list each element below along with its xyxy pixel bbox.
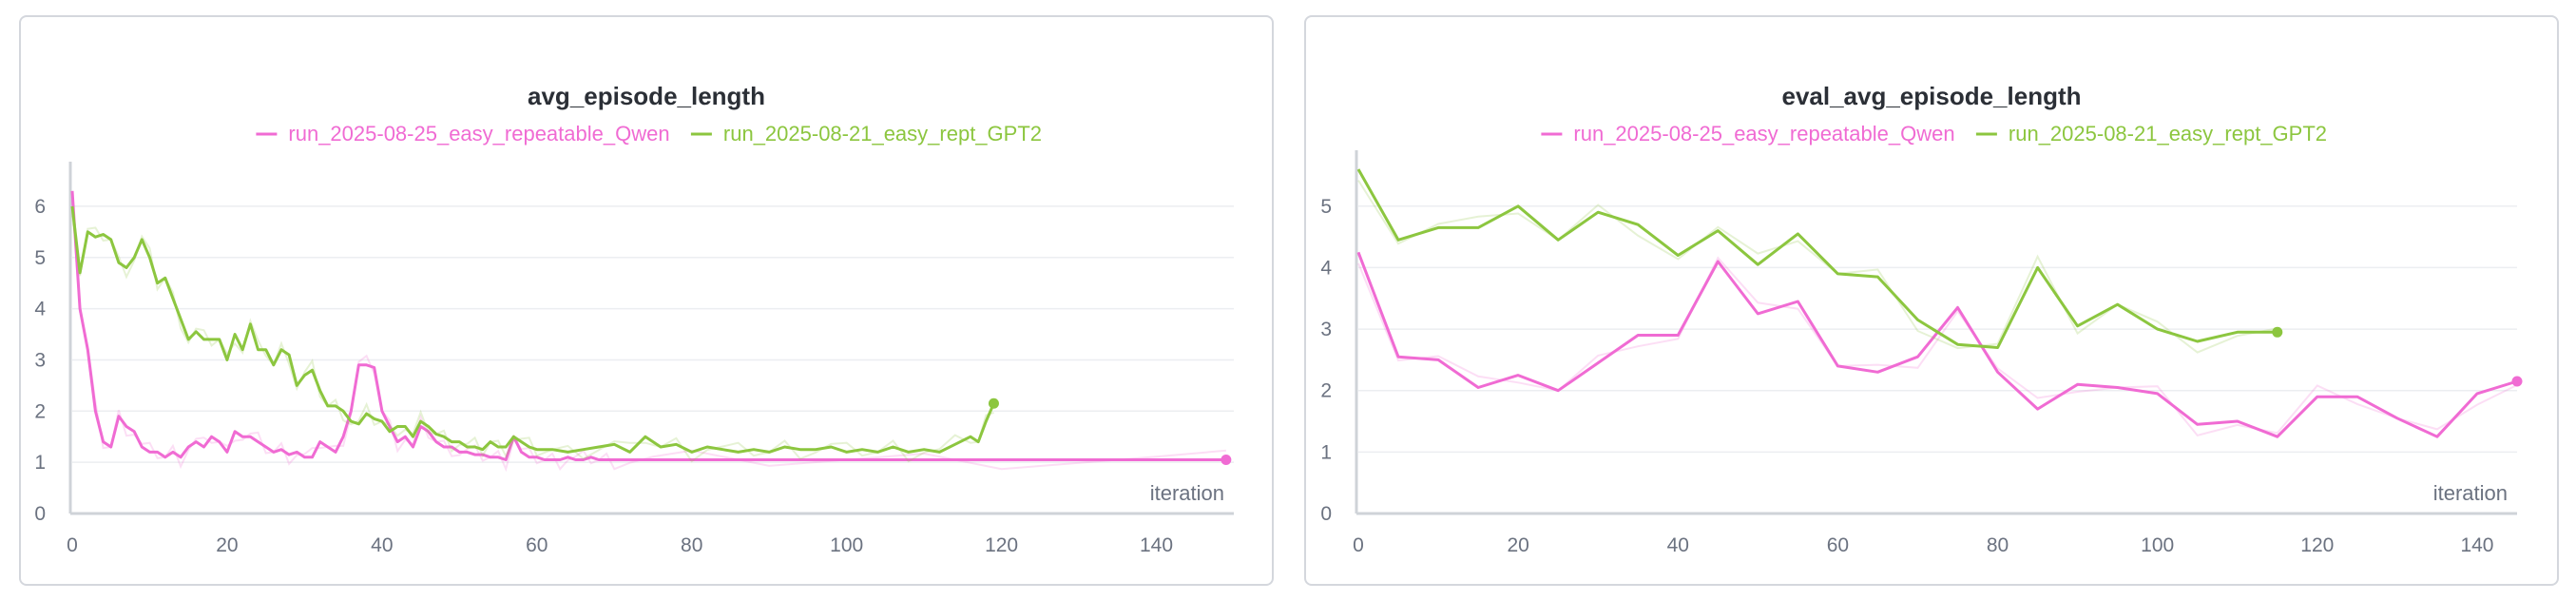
y-tick-label: 0	[34, 503, 46, 525]
y-tick-label: 1	[1320, 441, 1332, 463]
x-tick-label: 80	[1987, 534, 2009, 556]
legend-item-run-2025-08-25-easy-repeatable-qwen: run_2025-08-25_easy_repeatable_Qwen	[1541, 122, 1955, 145]
y-tick-label: 5	[34, 247, 46, 269]
x-tick-label: 60	[1827, 534, 1849, 556]
legend: run_2025-08-25_easy_repeatable_Qwen run_2…	[256, 122, 1042, 145]
legend-label: run_2025-08-25_easy_repeatable_Qwen	[1573, 122, 1954, 145]
legend-label: run_2025-08-21_easy_rept_GPT2	[723, 122, 1042, 145]
series-endpoint-run-2025-08-25-easy-repeatable-qwen	[2511, 376, 2523, 387]
x-tick-label: 120	[985, 534, 1018, 556]
x-tick-label: 120	[2300, 534, 2334, 556]
y-tick-label: 6	[34, 196, 46, 218]
y-tick-label: 4	[34, 299, 46, 320]
x-tick-label: 20	[1507, 534, 1528, 556]
x-tick-label: 140	[2460, 534, 2493, 556]
y-tick-label: 3	[34, 349, 46, 371]
legend-item-run-2025-08-21-easy-rept-gpt2: run_2025-08-21_easy_rept_GPT2	[690, 122, 1042, 145]
x-tick-label: 80	[681, 534, 702, 556]
y-tick-label: 3	[1320, 319, 1332, 340]
legend-item-run-2025-08-21-easy-rept-gpt2: run_2025-08-21_easy_rept_GPT2	[1975, 122, 2327, 145]
legend: run_2025-08-25_easy_repeatable_Qwen run_2…	[1541, 122, 2327, 145]
series-line-run-2025-08-25-easy-repeatable-qwen	[1356, 251, 2518, 438]
series-endpoint-run-2025-08-21-easy-rept-gpt2	[988, 397, 999, 409]
x-tick-label: 140	[1140, 534, 1173, 556]
chart-title: eval_avg_episode_length	[1781, 82, 2081, 110]
chart-panel-avg-episode-length: avg_episode_length run_2025-08-25_easy_re…	[19, 15, 1274, 586]
x-tick-label: 20	[216, 534, 238, 556]
series-endpoint-run-2025-08-21-easy-rept-gpt2	[2272, 326, 2283, 338]
legend-item-run-2025-08-25-easy-repeatable-qwen: run_2025-08-25_easy_repeatable_Qwen	[256, 122, 670, 145]
y-tick-label: 0	[1320, 503, 1332, 525]
series-endpoint-run-2025-08-25-easy-repeatable-qwen	[1221, 454, 1232, 465]
chart-avg-episode-length: avg_episode_length run_2025-08-25_easy_re…	[34, 82, 1234, 556]
y-tick-label: 4	[1320, 257, 1332, 279]
legend-label: run_2025-08-25_easy_repeatable_Qwen	[288, 122, 669, 145]
x-tick-label: 40	[371, 534, 393, 556]
x-axis-label: iteration	[2433, 481, 2508, 505]
y-tick-label: 1	[34, 452, 46, 474]
x-tick-label: 40	[1667, 534, 1689, 556]
series-raw-run-2025-08-25-easy-repeatable-qwen	[1357, 256, 2518, 437]
x-tick-label: 0	[1353, 534, 1364, 556]
chart-eval-avg-episode-length: eval_avg_episode_length run_2025-08-25_ea…	[1320, 82, 2523, 556]
y-tick-label: 2	[34, 400, 46, 422]
y-tick-label: 5	[1320, 196, 1332, 218]
x-tick-label: 0	[67, 534, 78, 556]
series-raw-run-2025-08-25-easy-repeatable-qwen	[71, 200, 1226, 473]
x-tick-label: 100	[2141, 534, 2174, 556]
chart-panel-eval-avg-episode-length: eval_avg_episode_length run_2025-08-25_ea…	[1304, 15, 2559, 586]
x-tick-label: 60	[526, 534, 548, 556]
x-axis-label: iteration	[1150, 481, 1224, 505]
series-line-run-2025-08-25-easy-repeatable-qwen	[70, 190, 1226, 461]
chart-title: avg_episode_length	[528, 82, 765, 110]
x-tick-label: 100	[830, 534, 863, 556]
legend-label: run_2025-08-21_easy_rept_GPT2	[2009, 122, 2327, 145]
y-tick-label: 2	[1320, 380, 1332, 402]
series-line-run-2025-08-21-easy-rept-gpt2	[1356, 168, 2278, 349]
series-line-run-2025-08-21-easy-rept-gpt2	[70, 205, 995, 454]
